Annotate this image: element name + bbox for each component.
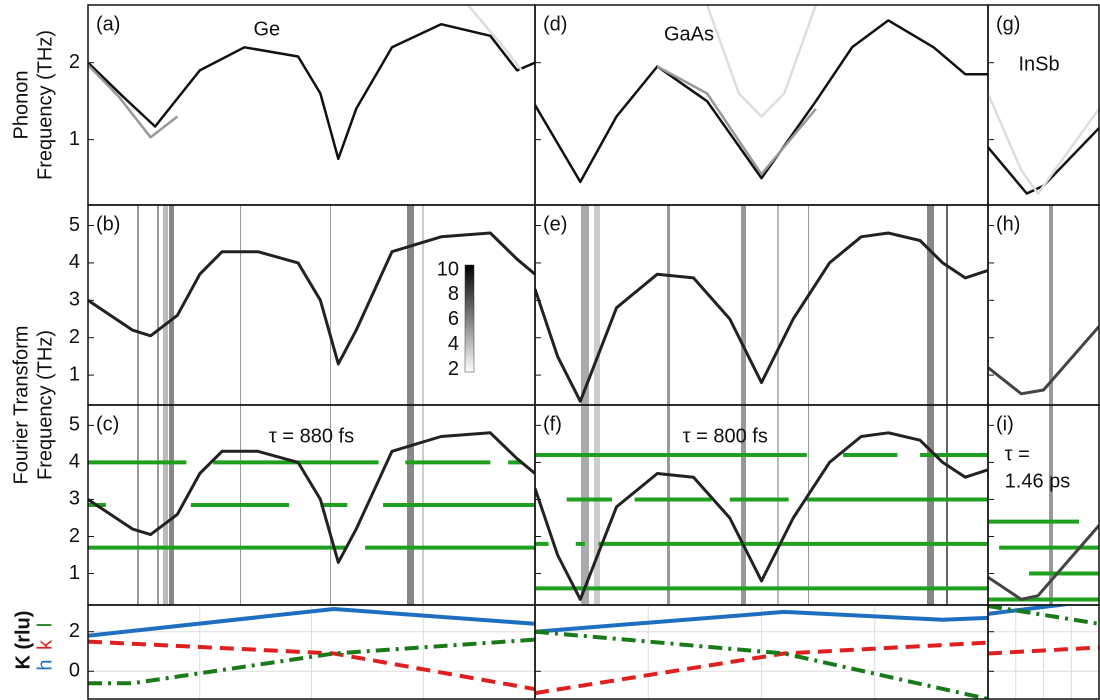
dispersion-curve bbox=[88, 22, 535, 161]
colorbar-tick-label: 10 bbox=[437, 258, 459, 280]
y-tick-label: 2 bbox=[69, 326, 80, 348]
plot-area bbox=[88, 431, 535, 564]
annotation: 1.46 ps bbox=[1005, 470, 1071, 492]
panel-frame bbox=[534, 204, 989, 406]
y-tick-label: 5 bbox=[69, 414, 80, 436]
panel-label: (g) bbox=[996, 13, 1020, 35]
y-axis-label: Frequency (THz) bbox=[34, 330, 56, 480]
panel-label: (c) bbox=[96, 413, 119, 435]
colorbar-tick-label: 6 bbox=[448, 308, 459, 330]
panel-label: (i) bbox=[996, 413, 1014, 435]
dispersion-curve bbox=[535, 19, 988, 184]
k-line bbox=[88, 607, 535, 638]
plot-area bbox=[88, 5, 535, 161]
panel-label: (d) bbox=[543, 13, 567, 35]
plot-area bbox=[88, 605, 535, 699]
plot-area bbox=[535, 431, 988, 601]
colorbar-tick-label: 4 bbox=[448, 333, 459, 355]
colorbar-tick-label: 2 bbox=[448, 358, 459, 380]
annotation: τ = 880 fs bbox=[269, 425, 354, 447]
panel-frame bbox=[87, 4, 536, 206]
y-axis-label: Phonon bbox=[10, 71, 32, 140]
k-line bbox=[988, 605, 1076, 616]
plot-area bbox=[535, 5, 988, 184]
plot-area bbox=[535, 231, 988, 403]
plot-area bbox=[988, 325, 1099, 396]
dispersion-curve bbox=[988, 93, 1099, 195]
plot-area bbox=[988, 605, 1099, 699]
y-tick-label: 5 bbox=[69, 214, 80, 236]
legend-entry: h bbox=[34, 659, 56, 670]
y-axis-label: K (rlu) bbox=[12, 611, 34, 670]
dispersion-curve bbox=[88, 431, 535, 564]
dispersion-curve bbox=[988, 127, 1099, 195]
y-axis-label: Frequency (THz) bbox=[34, 30, 56, 180]
dispersion-curve bbox=[656, 65, 817, 176]
k-line bbox=[988, 645, 1099, 656]
plot-area bbox=[88, 231, 535, 366]
y-tick-label: 4 bbox=[69, 251, 80, 273]
k-line bbox=[535, 629, 988, 699]
colorbar bbox=[464, 264, 475, 373]
y-axis-label: Fourier Transform bbox=[10, 326, 32, 485]
k-line bbox=[988, 605, 1099, 626]
k-line bbox=[88, 639, 535, 692]
dispersion-curve bbox=[88, 64, 179, 139]
y-tick-label: 0 bbox=[69, 660, 80, 682]
y-tick-label: 2 bbox=[69, 620, 80, 642]
panel-frame bbox=[987, 604, 1100, 700]
dispersion-curve bbox=[705, 5, 818, 118]
y-tick-label: 2 bbox=[69, 525, 80, 547]
k-line bbox=[88, 637, 535, 686]
dispersion-curve bbox=[466, 5, 523, 72]
annotation: τ = bbox=[1005, 443, 1030, 465]
dispersion-curve bbox=[88, 231, 535, 366]
panel-title: InSb bbox=[1018, 53, 1059, 75]
dispersion-curve bbox=[535, 231, 988, 403]
y-tick-label: 1 bbox=[69, 363, 80, 385]
dispersion-curve bbox=[988, 325, 1099, 396]
plot-area bbox=[988, 93, 1099, 195]
dispersion-curve bbox=[535, 431, 988, 601]
y-tick-label: 2 bbox=[69, 51, 80, 73]
annotation: τ = 800 fs bbox=[683, 425, 768, 447]
y-tick-label: 3 bbox=[69, 289, 80, 311]
plot-area bbox=[535, 605, 988, 699]
legend-entry: k bbox=[34, 639, 56, 650]
panel-title: GaAs bbox=[664, 23, 714, 45]
legend-entry: l bbox=[34, 623, 56, 627]
colorbar-tick-label: 8 bbox=[448, 283, 459, 305]
panel-label: (e) bbox=[543, 213, 567, 235]
panel-label: (b) bbox=[96, 213, 120, 235]
dispersion-curve bbox=[988, 524, 1099, 601]
panel-label: (a) bbox=[96, 13, 120, 35]
y-tick-label: 3 bbox=[69, 488, 80, 510]
panel-label: (f) bbox=[543, 413, 562, 435]
y-tick-label: 1 bbox=[69, 128, 80, 150]
k-line bbox=[535, 640, 988, 696]
plot-area bbox=[988, 519, 1099, 602]
y-tick-label: 4 bbox=[69, 451, 80, 473]
panel-label: (h) bbox=[996, 213, 1020, 235]
k-line bbox=[535, 609, 988, 634]
panel-title: Ge bbox=[253, 18, 280, 40]
y-tick-label: 1 bbox=[69, 562, 80, 584]
